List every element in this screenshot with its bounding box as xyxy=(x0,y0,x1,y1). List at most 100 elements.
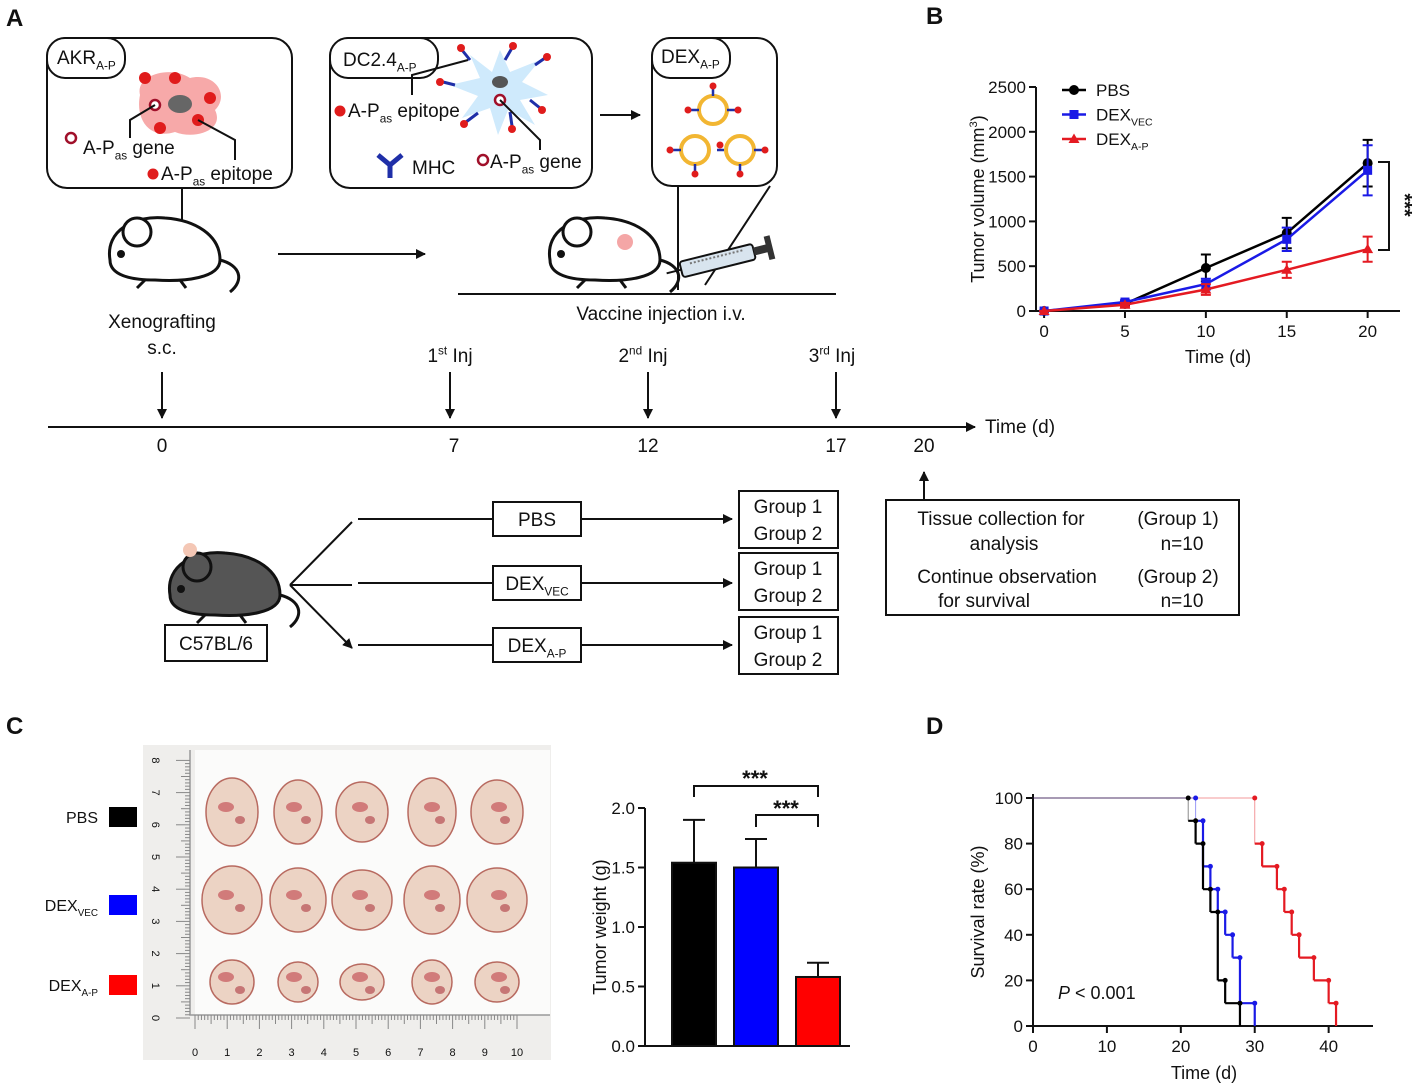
injection-label: 1st Inj xyxy=(427,343,472,367)
marker xyxy=(1193,818,1199,824)
subscript: A-P xyxy=(700,58,720,72)
tumor-spot xyxy=(352,890,368,900)
tumor xyxy=(474,961,520,1003)
subscript: as xyxy=(522,163,535,177)
text-part: ) xyxy=(968,115,988,121)
label: Vaccine injection i.v. xyxy=(576,304,745,325)
text-part: PBS xyxy=(518,510,556,531)
survival-step xyxy=(1203,865,1212,890)
superscript: nd xyxy=(629,343,642,357)
tumor-spot xyxy=(235,986,245,994)
survival-step xyxy=(1313,979,1330,1004)
tumor xyxy=(201,865,263,935)
ruler-label: 7 xyxy=(149,790,161,796)
text-part: DEX xyxy=(49,978,82,995)
tumor-spot xyxy=(424,802,440,812)
subscript: A-P xyxy=(1131,141,1149,153)
y-tick-label: 100 xyxy=(995,789,1023,808)
label: for survival xyxy=(938,591,1030,612)
legend-label: PBS xyxy=(1096,81,1130,100)
tumor-spot xyxy=(301,904,311,912)
marker xyxy=(1215,909,1221,915)
x-axis-label: Time (d) xyxy=(1171,1063,1237,1083)
text-part: 3 xyxy=(809,346,820,367)
x-tick-label: 0 xyxy=(1028,1037,1037,1056)
tumor-spot xyxy=(301,816,311,824)
x-tick-label: 10 xyxy=(1196,322,1215,341)
text-part: Inj xyxy=(642,346,667,367)
marker xyxy=(1362,243,1374,254)
ruler-label: 5 xyxy=(149,854,161,860)
legend-swatch xyxy=(109,807,137,827)
subscript: VEC xyxy=(1131,117,1153,129)
text-part: gene xyxy=(534,152,582,173)
marker xyxy=(1282,234,1292,244)
error-bar xyxy=(745,837,767,868)
tumor xyxy=(277,961,319,1003)
tumor-spot xyxy=(218,972,234,982)
tumor-icon xyxy=(183,543,197,557)
annotation: *** xyxy=(773,796,799,821)
text-part: epitope xyxy=(205,164,273,185)
text-part: AKR xyxy=(57,48,96,69)
ruler-label: 8 xyxy=(450,1047,456,1059)
survival-step xyxy=(1210,888,1219,912)
x-tick-label: 5 xyxy=(1120,322,1129,341)
text-part: DEX xyxy=(1096,106,1131,125)
label: s.c. xyxy=(147,338,177,359)
tumor-spot xyxy=(424,972,440,982)
marker xyxy=(1207,863,1213,869)
text-part: A-P xyxy=(490,152,522,173)
akr-box xyxy=(46,37,293,230)
survival-step xyxy=(1033,797,1256,844)
text-part: 1 xyxy=(427,346,438,367)
subscript: A-P xyxy=(82,988,99,999)
dc-box xyxy=(329,37,593,189)
group-label: Group 1 xyxy=(754,559,823,580)
y-axis-label: Tumor volume (mm3) xyxy=(968,115,988,283)
survival-step xyxy=(1217,979,1227,1004)
y-tick-label: 1.5 xyxy=(611,859,635,878)
group-label: Group 1 xyxy=(754,623,823,644)
survival-step xyxy=(1033,797,1189,821)
y-tick-label: 1000 xyxy=(988,212,1026,231)
day-label: 17 xyxy=(825,436,846,457)
tumor xyxy=(273,779,323,845)
tumor-photo xyxy=(143,745,551,1060)
ruler-label: 8 xyxy=(149,757,161,763)
survival-step xyxy=(1210,910,1219,981)
text-part: PBS xyxy=(1096,81,1130,100)
y-axis-label: Survival rate (%) xyxy=(968,845,988,978)
legend-marker xyxy=(1068,133,1080,143)
survival-step xyxy=(1291,933,1301,958)
significance-bracket xyxy=(1378,161,1390,251)
label: analysis xyxy=(970,534,1039,555)
y-tick-label: 1.0 xyxy=(611,918,635,937)
legend-label: DEXVEC xyxy=(1096,106,1153,129)
marker xyxy=(1252,1000,1258,1006)
box-title: DC2.4A-P xyxy=(343,50,417,75)
marker xyxy=(1237,955,1243,961)
subscript: VEC xyxy=(78,908,98,919)
legend-label: DEXVEC xyxy=(45,898,98,919)
tumor-spot xyxy=(352,972,368,982)
box-title: AKRA-P xyxy=(57,48,116,73)
text-part: Inj xyxy=(830,346,855,367)
annotation-italic: P xyxy=(1058,983,1070,1003)
legend-label: PBS xyxy=(66,810,98,827)
text-part: gene xyxy=(127,138,175,159)
y-tick-label: 2500 xyxy=(988,78,1026,97)
ruler-label: 4 xyxy=(149,886,161,892)
mouse-icon xyxy=(167,551,301,629)
text-part: DEX xyxy=(505,574,544,595)
significance-bracket xyxy=(693,785,819,797)
tumor xyxy=(470,779,524,845)
treatment-box xyxy=(492,627,582,663)
x-tick-label: 40 xyxy=(1319,1037,1338,1056)
group-box xyxy=(738,490,839,549)
y-tick-label: 500 xyxy=(998,257,1026,276)
ruler-label: 2 xyxy=(256,1047,262,1059)
text-part: DEX xyxy=(45,898,78,915)
marker xyxy=(1274,863,1280,869)
